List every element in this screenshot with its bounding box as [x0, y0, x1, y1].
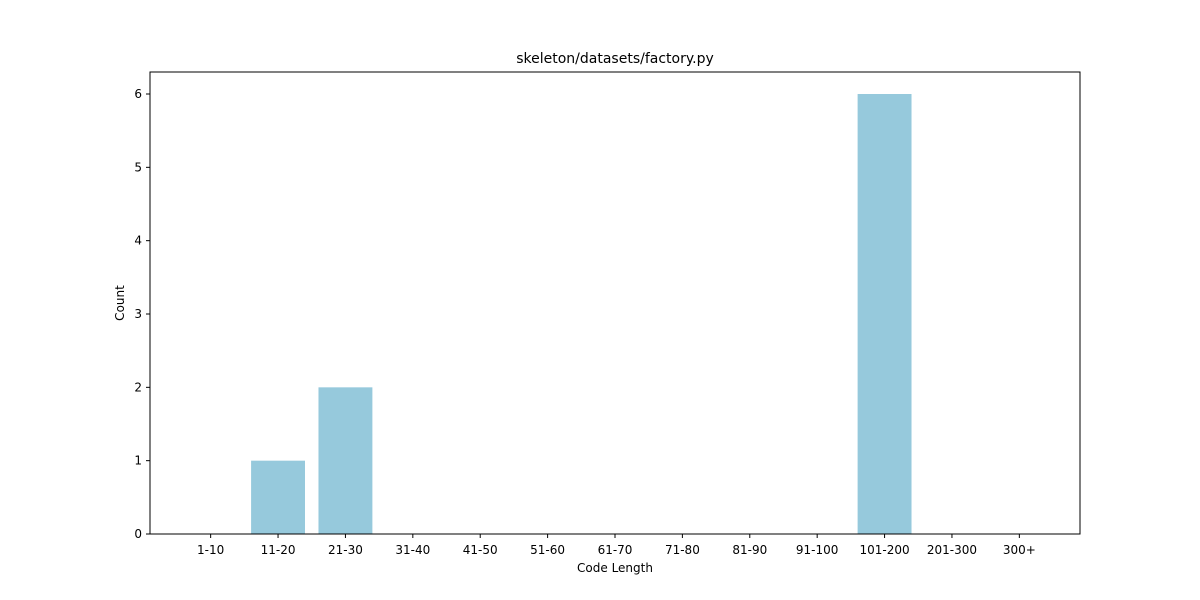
- x-tick-label: 91-100: [796, 543, 839, 557]
- y-tick-label: 3: [134, 307, 142, 321]
- x-tick-label: 31-40: [395, 543, 430, 557]
- y-tick-label: 0: [134, 527, 142, 541]
- bar-11-20: [251, 460, 305, 534]
- x-tick-label: 1-10: [197, 543, 224, 557]
- x-tick-label: 81-90: [732, 543, 767, 557]
- x-tick-label: 61-70: [598, 543, 633, 557]
- bars-group: [251, 94, 912, 534]
- x-axis-ticks: 1-10 11-20 21-30 31-40 41-50 51-60 61-70 71-80 8…: [197, 534, 1036, 557]
- x-tick-label: 41-50: [463, 543, 498, 557]
- x-tick-label: 300+: [1003, 543, 1036, 557]
- chart-title: skeleton/datasets/factory.py: [516, 51, 714, 67]
- plot-frame: [149, 71, 1081, 535]
- bar-101-200: [857, 94, 912, 534]
- x-tick-label: 21-30: [328, 543, 363, 557]
- y-tick-label: 1: [134, 454, 142, 468]
- y-tick-label: 2: [134, 380, 142, 394]
- x-tick-label: 51-60: [530, 543, 565, 557]
- bar-21-30: [318, 387, 373, 534]
- x-axis-label: Code Length: [577, 561, 653, 575]
- x-tick-label: 11-20: [261, 543, 296, 557]
- y-axis-ticks: 0 1 2 3 4 5 6: [134, 87, 150, 541]
- x-tick-label: 201-300: [927, 543, 977, 557]
- x-tick-label: 71-80: [665, 543, 700, 557]
- y-tick-label: 5: [134, 160, 142, 174]
- y-tick-label: 6: [134, 87, 142, 101]
- y-tick-label: 4: [134, 234, 142, 248]
- y-axis-label: Count: [113, 285, 127, 321]
- x-tick-label: 101-200: [859, 543, 909, 557]
